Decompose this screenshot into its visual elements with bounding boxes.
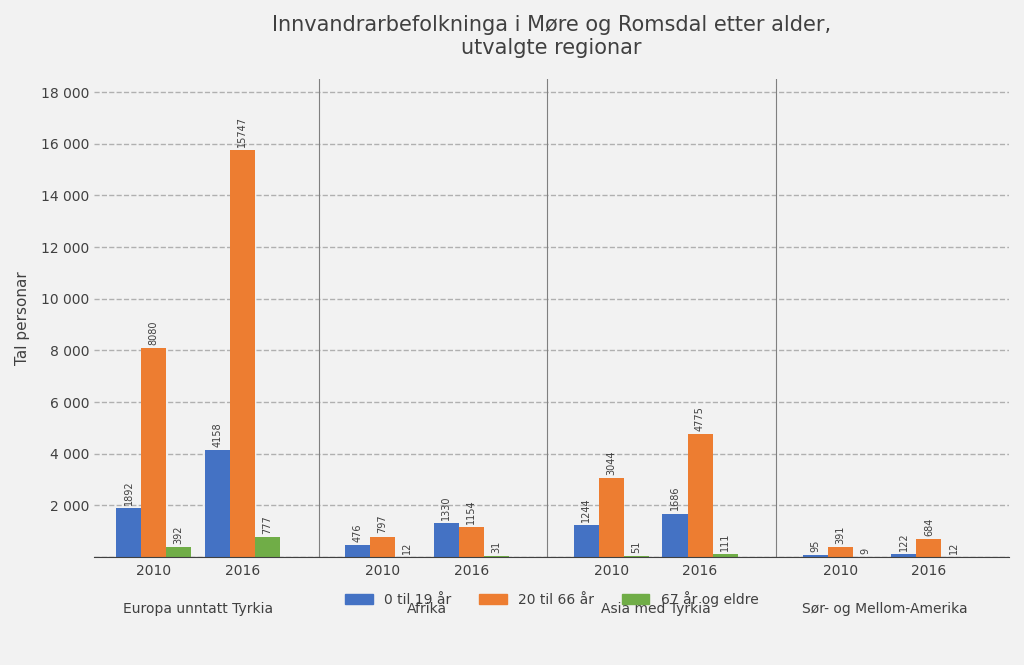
Text: 15747: 15747	[238, 116, 248, 147]
Text: 8080: 8080	[148, 321, 159, 345]
Bar	[345, 545, 370, 557]
Legend: 0 til 19 år, 20 til 66 år, 67 år og eldre: 0 til 19 år, 20 til 66 år, 67 år og eldr…	[340, 585, 764, 612]
Text: 4158: 4158	[212, 422, 222, 447]
Text: 4775: 4775	[695, 406, 706, 431]
Text: Asia med Tyrkia: Asia med Tyrkia	[601, 602, 711, 616]
Title: Innvandrarbefolkninga i Møre og Romsdal etter alder,
utvalgte regionar: Innvandrarbefolkninga i Møre og Romsdal …	[272, 15, 831, 59]
Text: 12: 12	[402, 541, 413, 554]
Bar	[433, 523, 459, 557]
Bar	[370, 537, 395, 557]
Text: 51: 51	[632, 541, 641, 553]
Text: 9: 9	[860, 548, 870, 554]
Bar	[713, 554, 737, 557]
Text: 122: 122	[899, 532, 909, 551]
Bar	[116, 508, 141, 557]
Text: Europa unntatt Tyrkia: Europa unntatt Tyrkia	[123, 602, 273, 616]
Bar	[166, 547, 191, 557]
Text: 1244: 1244	[582, 497, 591, 522]
Text: 392: 392	[174, 525, 183, 544]
Bar	[916, 539, 941, 557]
Bar	[663, 513, 687, 557]
Text: 1330: 1330	[441, 495, 452, 519]
Text: 777: 777	[262, 515, 272, 534]
Bar	[687, 434, 713, 557]
Text: 1154: 1154	[466, 499, 476, 524]
Text: 1892: 1892	[124, 481, 133, 505]
Text: 476: 476	[352, 523, 362, 542]
Y-axis label: Tal personar: Tal personar	[15, 271, 30, 365]
Text: 12: 12	[949, 541, 958, 554]
Text: 3044: 3044	[606, 451, 616, 475]
Text: 31: 31	[492, 541, 502, 553]
Bar	[624, 556, 649, 557]
Text: 797: 797	[378, 515, 387, 533]
Bar	[573, 525, 599, 557]
Text: Sør- og Mellom-Amerika: Sør- og Mellom-Amerika	[802, 602, 968, 616]
Bar	[459, 527, 483, 557]
Bar	[803, 555, 827, 557]
Text: 391: 391	[836, 525, 845, 544]
Bar	[141, 348, 166, 557]
Text: 684: 684	[924, 518, 934, 537]
Text: Afrika: Afrika	[407, 602, 446, 616]
Text: 1686: 1686	[670, 486, 680, 511]
Bar	[599, 479, 624, 557]
Bar	[827, 547, 853, 557]
Text: 95: 95	[810, 539, 820, 551]
Bar	[255, 537, 280, 557]
Bar	[891, 554, 916, 557]
Bar	[205, 450, 229, 557]
Text: 111: 111	[720, 533, 730, 551]
Bar	[229, 150, 255, 557]
